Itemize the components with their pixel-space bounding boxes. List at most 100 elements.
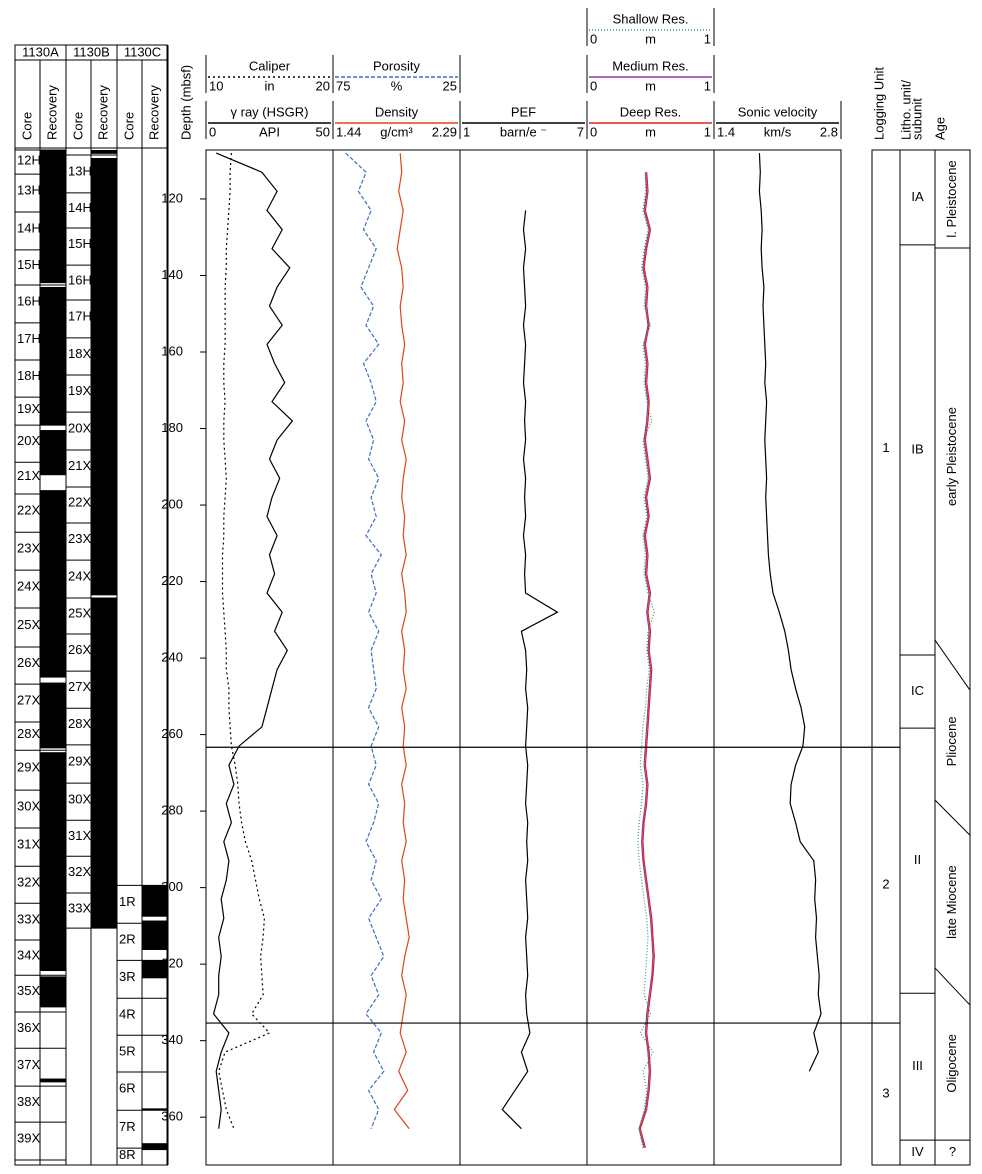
core-label: 7R [119, 1119, 136, 1134]
logging-unit-label: 1 [882, 440, 889, 455]
scale-min: 1.44 [336, 124, 361, 139]
hole-name: 1130A [22, 44, 59, 59]
age-label: early Pleistocene [944, 407, 959, 506]
core-label: 18X [68, 346, 91, 361]
core-label: 8R [119, 1147, 136, 1162]
scale-min: 0 [590, 124, 597, 139]
log-curve [212, 152, 294, 1129]
core-label: 15H [17, 257, 41, 272]
scale-unit: km/s [764, 124, 792, 139]
core-label: 28X [68, 716, 91, 731]
log-curve [638, 172, 654, 1148]
core-header: Core [70, 112, 85, 140]
core-label: 27X [68, 679, 91, 694]
core-header: Core [121, 112, 136, 140]
scale-max: 1 [704, 124, 711, 139]
scale-unit: % [391, 78, 403, 93]
y-tick-label: 120 [161, 190, 183, 205]
recovery-bar [91, 158, 117, 596]
core-label: 5R [119, 1043, 136, 1058]
core-label: 2R [119, 931, 136, 946]
scale-unit: API [259, 124, 280, 139]
core-label: 23X [68, 531, 91, 546]
log-curve [345, 152, 385, 1129]
litho-unit-label: IA [911, 189, 924, 204]
core-label: 3R [119, 969, 136, 984]
age-boundary [934, 799, 971, 836]
litho-unit-label: IC [911, 683, 924, 698]
litho-unit-label: IV [911, 1144, 924, 1159]
litho-unit-label: II [914, 852, 921, 867]
scale-name: Caliper [249, 58, 291, 73]
scale-min: 0 [590, 31, 597, 46]
logging-unit-label: 3 [882, 1085, 889, 1100]
age-label: Pliocene [944, 716, 959, 766]
core-label: 31X [17, 837, 40, 852]
core-label: 25X [17, 617, 40, 632]
core-label: 14H [17, 220, 41, 235]
core-header: Core [19, 112, 34, 140]
recovery-bar [40, 976, 66, 1008]
scale-name: Density [375, 104, 419, 119]
core-label: 26X [17, 655, 40, 670]
core-label: 30X [68, 791, 91, 806]
scale-max: 1 [704, 78, 711, 93]
scale-unit: m [645, 124, 656, 139]
core-label: 39X [17, 1131, 40, 1146]
y-tick-label: 200 [161, 496, 183, 511]
scale-unit: m [645, 31, 656, 46]
core-label: 34X [17, 947, 40, 962]
scale-unit: in [264, 78, 274, 93]
age-label: Oligocene [944, 1034, 959, 1093]
core-label: 38X [17, 1094, 40, 1109]
scale-name: Shallow Res. [613, 11, 689, 26]
track-frame [713, 149, 842, 1166]
core-label: 31X [68, 828, 91, 843]
scale-max: 2.29 [432, 124, 457, 139]
recovery-bar [40, 430, 66, 476]
recovery-bar [40, 752, 66, 972]
scale-max: 2.8 [820, 124, 838, 139]
y-tick-label: 240 [161, 650, 183, 665]
litho-header: Litho. unit/ [898, 80, 913, 140]
core-label: 6R [119, 1081, 136, 1096]
recovery-bar [40, 1078, 66, 1083]
recovery-bar [142, 920, 168, 950]
core-label: 1R [119, 894, 136, 909]
core-label: 18H [17, 368, 41, 383]
scale-min: 1.4 [717, 124, 735, 139]
depth-axis-label: Depth (mbsf) [178, 65, 193, 140]
core-label: 12H [17, 152, 41, 167]
core-label: 16H [68, 272, 92, 287]
recovery-bar [142, 1143, 168, 1151]
scale-min: 10 [209, 78, 223, 93]
core-label: 23X [17, 541, 40, 556]
scale-max: 7 [577, 124, 584, 139]
core-label: 36X [17, 1020, 40, 1035]
core-label: 20X [68, 421, 91, 436]
core-label: 13H [68, 163, 92, 178]
core-label: 20X [17, 433, 40, 448]
core-label: 33X [17, 911, 40, 926]
core-label: 21X [17, 468, 40, 483]
core-label: 14H [68, 200, 92, 215]
y-tick-label: 260 [161, 726, 183, 741]
y-tick-label: 160 [161, 343, 183, 358]
core-label: 22X [68, 495, 91, 510]
core-label: 33X [68, 900, 91, 915]
core-label: 17H [17, 331, 41, 346]
core-label: 32X [17, 874, 40, 889]
scale-name: Deep Res. [620, 104, 681, 119]
scale-max: 25 [443, 78, 457, 93]
core-label: 24X [68, 569, 91, 584]
core-label: 29X [17, 760, 40, 775]
core-label: 17H [68, 308, 92, 323]
logging-unit-header: Logging Unit [871, 67, 886, 140]
age-boundary [934, 967, 971, 1006]
recovery-header: Recovery [146, 85, 161, 140]
core-label: 28X [17, 726, 40, 741]
scale-name: PEF [511, 104, 536, 119]
scale-min: 75 [336, 78, 350, 93]
